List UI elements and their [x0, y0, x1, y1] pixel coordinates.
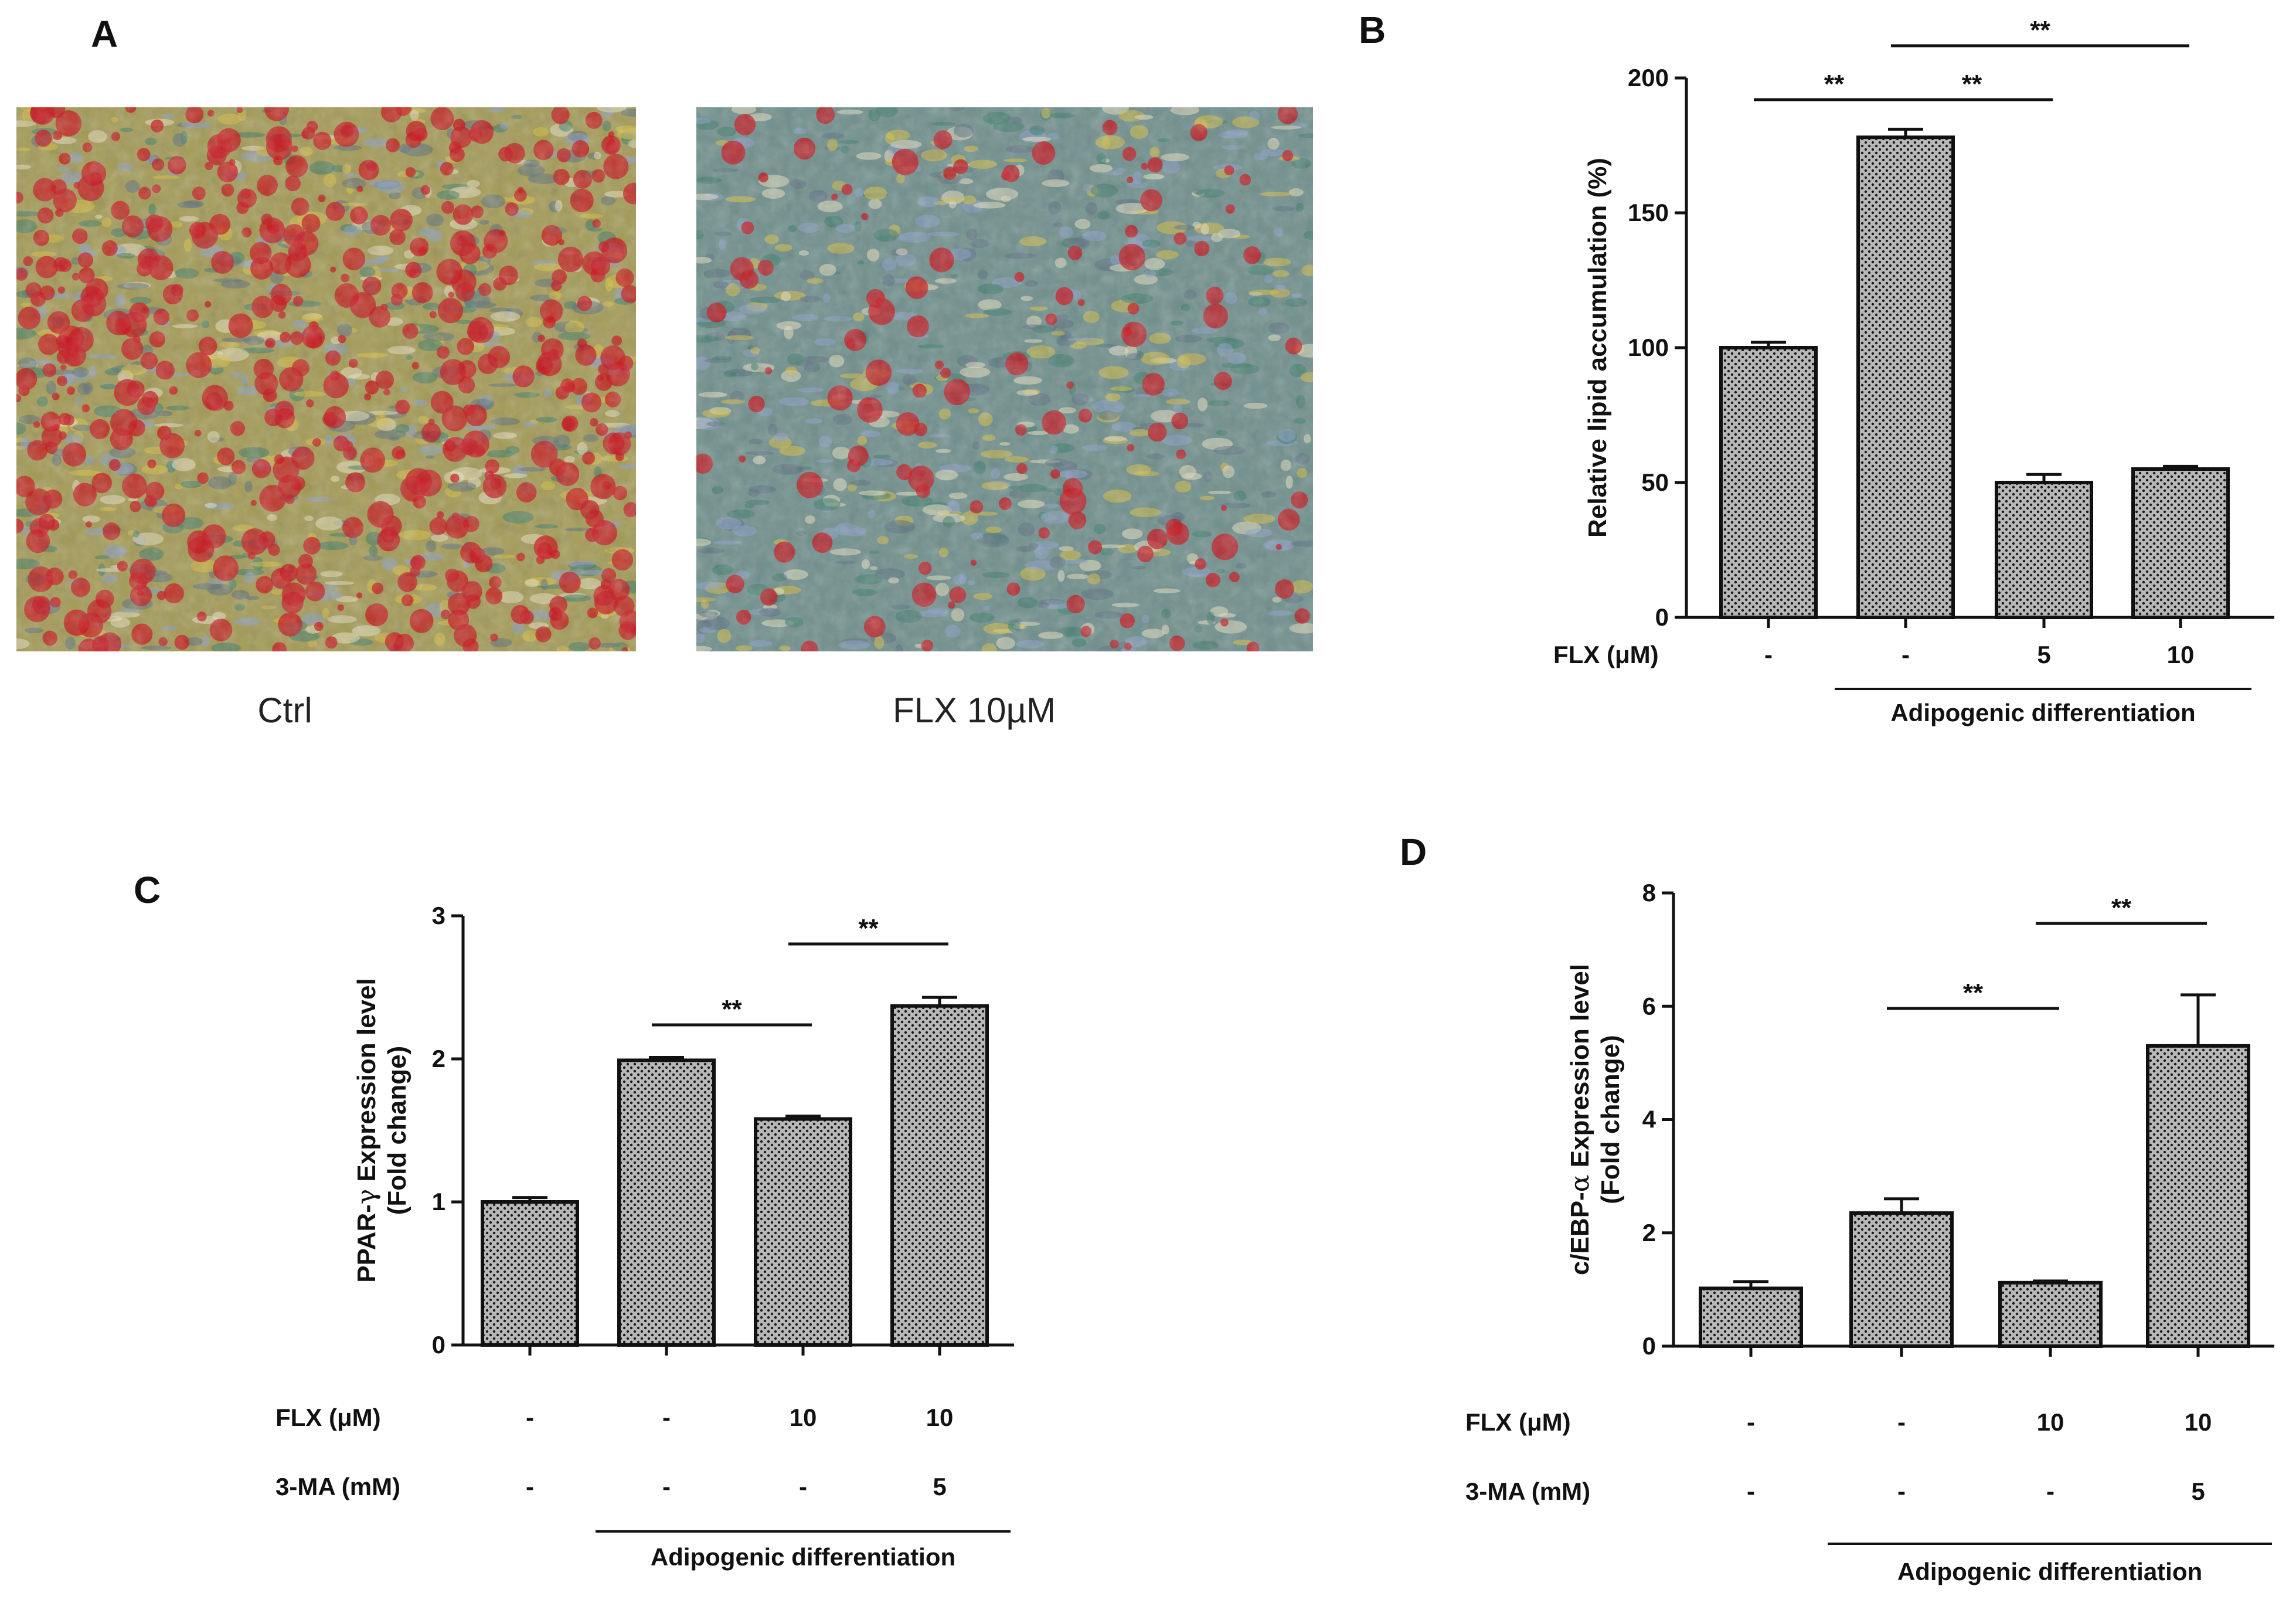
condition-value: 10: [790, 1404, 817, 1431]
condition-label: FLX (μM): [1465, 1408, 1571, 1436]
condition-value: 5: [933, 1473, 946, 1500]
bar: [481, 1200, 579, 1347]
y-tick-label: 200: [1628, 64, 1669, 91]
bar: [1998, 1280, 2103, 1349]
bar: [1849, 1211, 1954, 1348]
y-axis-title: c/EBP-α Expression level: [1565, 964, 1595, 1275]
significance-mark: **: [1824, 70, 1845, 98]
condition-value: -: [662, 1404, 671, 1431]
condition-label: 3-MA (mM): [275, 1473, 400, 1500]
y-axis-title-line2: (Fold change): [1596, 1035, 1625, 1204]
micrograph-ctrl: [16, 107, 636, 651]
y-axis-title-symbol: γ: [352, 1189, 382, 1204]
condition-value: -: [1747, 1477, 1755, 1505]
condition-label: FLX (μM): [1553, 641, 1659, 668]
condition-value: -: [1764, 641, 1773, 668]
chart-d: 0 2 4 6 8 ** ** c/EBP-α Expression level (Fold c…: [1465, 879, 2274, 1585]
panel-letter-b: B: [1359, 9, 1386, 51]
micrograph-flx: [696, 107, 1313, 651]
bar: [1719, 346, 1818, 619]
condition-value: -: [799, 1473, 807, 1500]
condition-value: -: [526, 1404, 534, 1431]
condition-value: 10: [2185, 1408, 2212, 1436]
group-label: Adipogenic differentiation: [651, 1543, 955, 1571]
y-tick-label: 1: [432, 1188, 445, 1215]
significance-mark: **: [722, 995, 742, 1024]
bar: [754, 1117, 852, 1347]
y-tick-label: 8: [1642, 879, 1656, 906]
y-tick-label: 150: [1628, 199, 1669, 226]
caption-ctrl: Ctrl: [257, 691, 312, 730]
condition-value: -: [526, 1473, 534, 1500]
y-axis-title-suffix: Expression level: [1566, 964, 1594, 1175]
y-axis-title-line2: (Fold change): [383, 1046, 411, 1215]
chart-c: 0 1 2 3 ** ** PPAR-γ Expression level (Fold cha…: [275, 902, 1014, 1571]
condition-value: 10: [2167, 641, 2195, 668]
y-tick-label: 3: [432, 902, 445, 929]
y-tick-label: 0: [432, 1331, 445, 1358]
condition-label: FLX (μM): [275, 1404, 381, 1431]
y-axis-title: PPAR-γ Expression level: [352, 978, 382, 1282]
y-axis-title-prefix: PPAR-: [352, 1204, 381, 1283]
condition-value: 5: [2037, 641, 2050, 668]
bar: [1856, 135, 1955, 619]
y-tick-label: 0: [1642, 1332, 1656, 1360]
bar: [1995, 481, 2093, 619]
group-label: Adipogenic differentiation: [1897, 1558, 2202, 1585]
bar: [1699, 1286, 1803, 1348]
condition-value: 5: [2191, 1477, 2205, 1505]
condition-value: 10: [2037, 1408, 2064, 1436]
panel-letter-d: D: [1400, 831, 1427, 873]
y-tick-label: 2: [1642, 1219, 1656, 1246]
condition-value: -: [1902, 641, 1910, 668]
y-tick-label: 0: [1655, 603, 1669, 631]
caption-flx: FLX 10µM: [893, 691, 1056, 730]
y-axis-title: Relative lipid accumulation (%): [1583, 158, 1612, 538]
bar: [890, 1004, 989, 1347]
condition-value: -: [1897, 1477, 1906, 1505]
condition-value: -: [2046, 1477, 2055, 1505]
y-tick-label: 100: [1628, 334, 1669, 361]
bar: [617, 1058, 716, 1347]
y-tick-label: 50: [1641, 468, 1669, 496]
panel-letter-c: C: [134, 869, 161, 911]
group-label: Adipogenic differentiation: [1890, 699, 2195, 726]
y-axis-title-symbol: α: [1565, 1174, 1595, 1192]
significance-mark: **: [858, 914, 879, 943]
significance-mark: **: [1963, 979, 1984, 1007]
panel-letter-a: A: [91, 13, 118, 55]
condition-value: -: [662, 1473, 671, 1500]
significance-mark: **: [2111, 894, 2132, 922]
condition-label: 3-MA (mM): [1465, 1477, 1590, 1505]
y-tick-label: 2: [432, 1045, 445, 1072]
chart-b: 0 50 100 150 200 ** ** ** Relative lipid accumul…: [1553, 16, 2274, 726]
y-axis-title-suffix: Expression level: [352, 978, 381, 1189]
condition-value: -: [1747, 1408, 1755, 1436]
condition-value: 10: [926, 1404, 954, 1431]
y-tick-label: 4: [1642, 1106, 1656, 1133]
bar: [2131, 467, 2230, 619]
condition-value: -: [1897, 1408, 1906, 1436]
y-tick-label: 6: [1642, 992, 1656, 1020]
significance-mark: **: [1962, 70, 1982, 98]
significance-mark: **: [2030, 16, 2050, 45]
y-axis-title-prefix: c/EBP-: [1566, 1192, 1594, 1275]
bar: [2146, 1044, 2250, 1348]
